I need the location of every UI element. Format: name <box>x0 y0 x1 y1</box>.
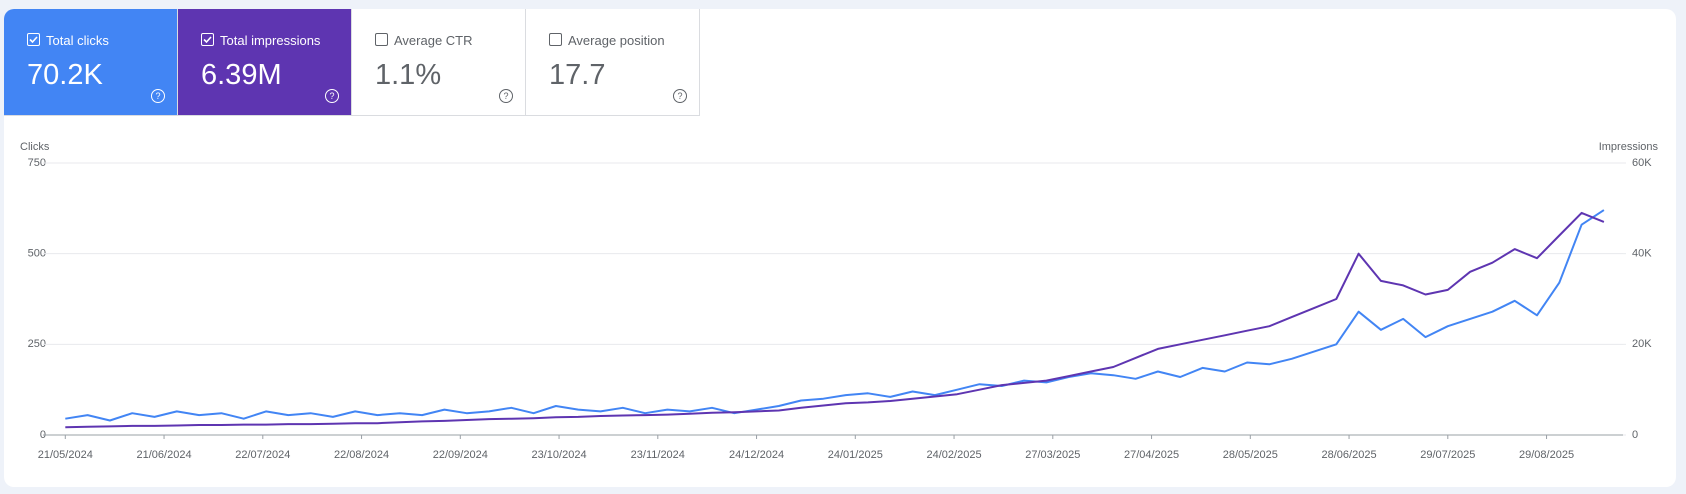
metric-value: 70.2K <box>27 59 103 91</box>
x-tick-label: 28/06/2025 <box>1322 449 1377 461</box>
metric-label: Average CTR <box>394 33 473 48</box>
x-tick-label: 21/05/2024 <box>38 449 93 461</box>
x-tick-label: 29/07/2025 <box>1420 449 1475 461</box>
checkbox[interactable] <box>375 33 388 46</box>
help-icon[interactable]: ? <box>673 89 687 103</box>
x-tick-label: 28/05/2025 <box>1223 449 1278 461</box>
y2-tick-label: 60K <box>1632 157 1652 169</box>
metric-value: 1.1% <box>375 59 442 91</box>
metric-card[interactable]: Total impressions 6.39M? <box>178 9 352 116</box>
y-tick-label: 250 <box>28 338 46 350</box>
metric-card[interactable]: Average position 17.7? <box>526 9 700 116</box>
performance-panel: Total clicks 70.2K? Total impressions 6.39M… <box>4 9 1676 487</box>
x-tick-label: 22/09/2024 <box>433 449 488 461</box>
y2-axis-label: Impressions <box>1599 141 1659 153</box>
x-tick-label: 24/02/2025 <box>927 449 982 461</box>
y-axis-label: Clicks <box>20 141 50 153</box>
help-icon[interactable]: ? <box>151 89 165 103</box>
checkbox[interactable] <box>201 33 214 46</box>
metric-card[interactable]: Total clicks 70.2K? <box>4 9 178 116</box>
y-tick-label: 500 <box>28 248 46 260</box>
x-tick-label: 29/08/2025 <box>1519 449 1574 461</box>
metric-label: Total impressions <box>220 33 321 48</box>
series-line <box>65 211 1605 429</box>
metric-value: 6.39M <box>201 59 282 91</box>
metric-card[interactable]: Average CTR 1.1%? <box>352 9 526 116</box>
x-tick-label: 22/08/2024 <box>334 449 389 461</box>
checkbox[interactable] <box>549 33 562 46</box>
x-tick-label: 22/07/2024 <box>235 449 290 461</box>
series-line <box>65 209 1605 422</box>
y2-tick-label: 20K <box>1632 338 1652 350</box>
help-icon[interactable]: ? <box>499 89 513 103</box>
x-tick-label: 24/12/2024 <box>729 449 784 461</box>
help-icon[interactable]: ? <box>325 89 339 103</box>
metric-value: 17.7 <box>549 59 606 91</box>
y-tick-label: 750 <box>28 157 46 169</box>
x-tick-label: 23/10/2024 <box>532 449 587 461</box>
y-tick-label: 0 <box>40 429 46 441</box>
y2-tick-label: 40K <box>1632 248 1652 260</box>
x-tick-label: 21/06/2024 <box>137 449 192 461</box>
x-tick-label: 24/01/2025 <box>828 449 883 461</box>
y2-tick-label: 0 <box>1632 429 1638 441</box>
checkbox[interactable] <box>27 33 40 46</box>
x-tick-label: 23/11/2024 <box>631 449 685 461</box>
check-mark <box>203 36 212 44</box>
metric-label: Total clicks <box>46 33 109 48</box>
x-tick-label: 27/04/2025 <box>1124 449 1179 461</box>
check-mark <box>29 36 38 44</box>
x-tick-label: 27/03/2025 <box>1025 449 1080 461</box>
metric-label: Average position <box>568 33 665 48</box>
